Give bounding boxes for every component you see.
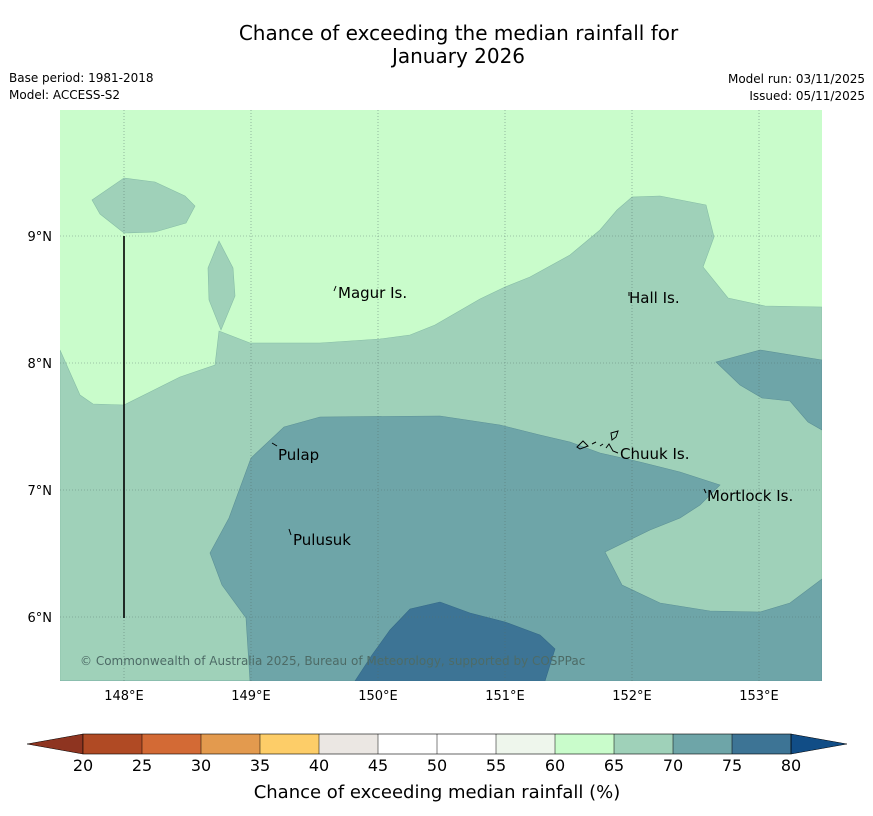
colorbar-extend-low [26, 733, 84, 755]
lon-labels: 148°E 149°E 150°E 151°E 152°E 153°E [104, 689, 779, 704]
colorbar-segment [378, 734, 437, 754]
colorbar-tick-label: 80 [781, 756, 801, 775]
band-70-75-patch-east [715, 349, 822, 431]
colorbar-tick-label: 75 [722, 756, 742, 775]
map-title: Chance of exceeding the median rainfall … [0, 22, 873, 68]
band-70-75 [60, 415, 822, 681]
band-65-70-patch-north [91, 177, 196, 234]
colorbar-tick-label: 70 [663, 756, 683, 775]
place-label-pulap: Pulap [278, 446, 319, 464]
model-run-text: Model run: 03/11/2025 [727, 72, 865, 86]
place-label-hall: Hall Is. [629, 289, 680, 307]
lat-label-8n: 8°N [28, 357, 53, 372]
lat-label-6n: 6°N [28, 611, 53, 626]
model-text: Model: ACCESS-S2 [9, 88, 121, 102]
issued-text: Issued: 05/11/2025 [749, 89, 865, 103]
colorbar-tick-label: 30 [191, 756, 211, 775]
lon-label-152e: 152°E [612, 689, 652, 704]
colorbar-extend-high [790, 733, 848, 755]
meta-left: Base period: 1981-2018 Model: ACCESS-S2 [9, 70, 154, 104]
colorbar: 20 25 30 35 40 45 50 55 60 65 70 75 80 [26, 733, 848, 775]
lon-label-151e: 151°E [485, 689, 525, 704]
colorbar-segment [614, 734, 673, 754]
island-outlines [271, 285, 707, 536]
graticule [60, 110, 822, 681]
map-plot-area: Magur Is. Hall Is. Pulap Chuuk Is. Mortl… [60, 110, 822, 681]
colorbar-tick-label: 50 [427, 756, 447, 775]
band-75-80 [354, 601, 556, 681]
colorbar-tick-label: 45 [368, 756, 388, 775]
colorbar-segment [437, 734, 496, 754]
colorbar-tick-label: 60 [545, 756, 565, 775]
colorbar-segment [673, 734, 732, 754]
place-label-magur: Magur Is. [338, 284, 407, 302]
lat-labels: 9°N 8°N 7°N 6°N [28, 230, 53, 626]
colorbar-segment [319, 734, 378, 754]
colorbar-tick-label: 35 [250, 756, 270, 775]
colorbar-segment [555, 734, 614, 754]
colorbar-segment [83, 734, 142, 754]
base-period-text: Base period: 1981-2018 [9, 71, 154, 85]
colorbar-tick-label: 65 [604, 756, 624, 775]
colorbar-tick-label: 25 [132, 756, 152, 775]
copyright-text: © Commonwealth of Australia 2025, Bureau… [80, 654, 585, 668]
place-label-pulusuk: Pulusuk [293, 531, 351, 549]
colorbar-segment [732, 734, 791, 754]
colorbar-segment [260, 734, 319, 754]
title-line-2: January 2026 [391, 44, 526, 68]
lon-label-149e: 149°E [231, 689, 271, 704]
meta-right: Model run: 03/11/2025 Issued: 05/11/2025 [728, 71, 865, 105]
colorbar-tick-label: 40 [309, 756, 329, 775]
title-line-1: Chance of exceeding the median rainfall … [238, 21, 679, 45]
place-labels: Magur Is. Hall Is. Pulap Chuuk Is. Mortl… [278, 284, 793, 549]
lon-label-150e: 150°E [358, 689, 398, 704]
band-65-70-patch-west [207, 240, 236, 331]
colorbar-segment [142, 734, 201, 754]
colorbar-tick-label: 20 [73, 756, 93, 775]
lon-label-148e: 148°E [104, 689, 144, 704]
place-label-chuuk: Chuuk Is. [620, 445, 689, 463]
lon-label-153e: 153°E [739, 689, 779, 704]
colorbar-label: Chance of exceeding median rainfall (%) [254, 782, 621, 803]
colorbar-segment [201, 734, 260, 754]
colorbar-tick-label: 55 [486, 756, 506, 775]
lat-label-9n: 9°N [28, 230, 53, 245]
place-label-mortlock: Mortlock Is. [707, 487, 793, 505]
colorbar-segment [496, 734, 555, 754]
lat-label-7n: 7°N [28, 484, 53, 499]
